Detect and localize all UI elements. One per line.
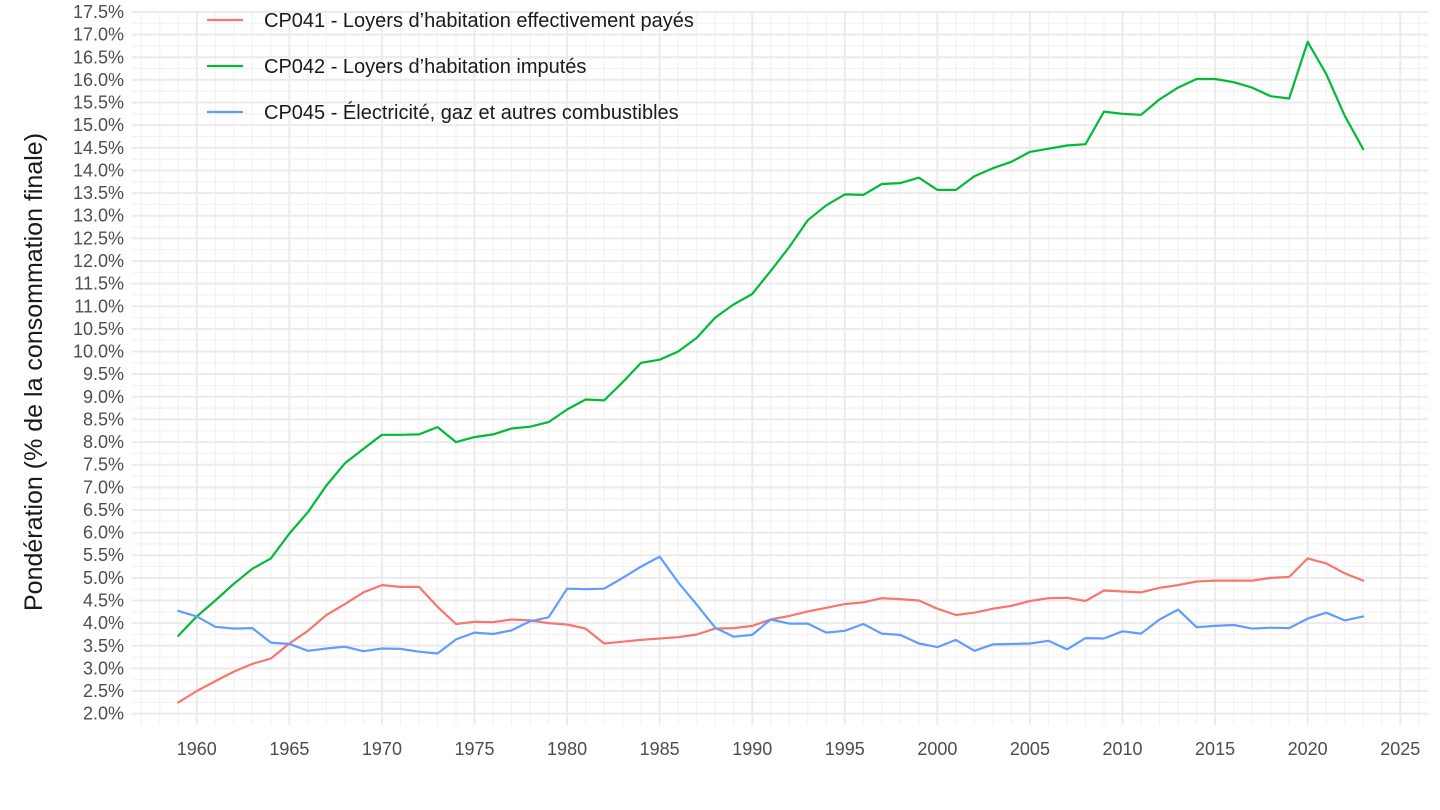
y-tick-label: 4.5% bbox=[83, 591, 124, 611]
y-tick-label: 10.0% bbox=[73, 342, 124, 362]
y-tick-label: 14.5% bbox=[73, 138, 124, 158]
y-tick-label: 14.0% bbox=[73, 160, 124, 180]
x-tick-label: 1960 bbox=[177, 739, 217, 759]
y-tick-label: 3.5% bbox=[83, 636, 124, 656]
y-tick-label: 12.5% bbox=[73, 228, 124, 248]
y-tick-label: 8.5% bbox=[83, 409, 124, 429]
legend-label-2: CP042 - Loyers d’habitation imputés bbox=[264, 56, 586, 78]
x-tick-label: 2020 bbox=[1288, 739, 1328, 759]
legend-label-1: CP041 - Loyers d’habitation effectivemen… bbox=[264, 10, 694, 32]
x-axis-tick-labels: 1960 1965 1970 1975 1980 1985 1990 1995 2000 2005… bbox=[177, 739, 1420, 759]
y-tick-label: 13.0% bbox=[73, 206, 124, 226]
series-lines bbox=[177, 40, 1365, 704]
x-tick-label: 1970 bbox=[362, 739, 402, 759]
y-tick-label: 16.0% bbox=[73, 70, 124, 90]
y-tick-label: 9.0% bbox=[83, 387, 124, 407]
y-tick-label: 2.5% bbox=[83, 681, 124, 701]
y-tick-label: 13.5% bbox=[73, 183, 124, 203]
x-tick-label: 1965 bbox=[269, 739, 309, 759]
y-tick-label: 10.5% bbox=[73, 319, 124, 339]
y-tick-label: 6.5% bbox=[83, 500, 124, 520]
x-tick-label: 2005 bbox=[1010, 739, 1050, 759]
y-tick-label: 11.5% bbox=[74, 274, 124, 294]
series-line-3 bbox=[177, 555, 1365, 655]
y-tick-label: 7.5% bbox=[83, 455, 124, 475]
y-axis-title: Pondération (% de la consommation finale… bbox=[20, 133, 48, 611]
grid bbox=[132, 11, 1428, 725]
x-tick-label: 1995 bbox=[825, 739, 865, 759]
x-tick-label: 2010 bbox=[1102, 739, 1142, 759]
y-tick-label: 4.0% bbox=[83, 613, 124, 633]
y-tick-label: 9.5% bbox=[83, 364, 124, 384]
y-tick-label: 16.5% bbox=[73, 47, 124, 67]
x-tick-label: 2000 bbox=[917, 739, 957, 759]
y-tick-label: 6.0% bbox=[83, 523, 124, 543]
x-tick-label: 1985 bbox=[640, 739, 680, 759]
y-tick-label: 15.0% bbox=[73, 115, 124, 135]
y-tick-label: 7.0% bbox=[83, 477, 124, 497]
y-tick-label: 3.0% bbox=[83, 658, 124, 678]
y-tick-label: 17.5% bbox=[73, 2, 124, 22]
y-tick-label: 17.0% bbox=[73, 25, 124, 45]
y-tick-label: 2.0% bbox=[83, 704, 124, 724]
y-tick-label: 8.0% bbox=[83, 432, 124, 452]
x-tick-label: 1980 bbox=[547, 739, 587, 759]
y-tick-label: 11.0% bbox=[74, 296, 124, 316]
y-tick-label: 15.5% bbox=[73, 93, 124, 113]
y-tick-label: 12.0% bbox=[73, 251, 124, 271]
legend-label-3: CP045 - Électricité, gaz et autres combu… bbox=[264, 101, 679, 124]
y-tick-label: 5.0% bbox=[83, 568, 124, 588]
x-tick-label: 1990 bbox=[732, 739, 772, 759]
series-line-2 bbox=[177, 40, 1365, 637]
x-tick-label: 2025 bbox=[1380, 739, 1420, 759]
x-tick-label: 2015 bbox=[1195, 739, 1235, 759]
x-tick-label: 1975 bbox=[454, 739, 494, 759]
y-axis-tick-labels: 2.0% 2.5% 3.0%3.5% 4.0%4.5% 5.0% 5.5%6.0% 6.5%… bbox=[73, 2, 124, 724]
legend: CP041 - Loyers d’habitation effectivemen… bbox=[207, 10, 694, 124]
y-tick-label: 5.5% bbox=[83, 545, 124, 565]
